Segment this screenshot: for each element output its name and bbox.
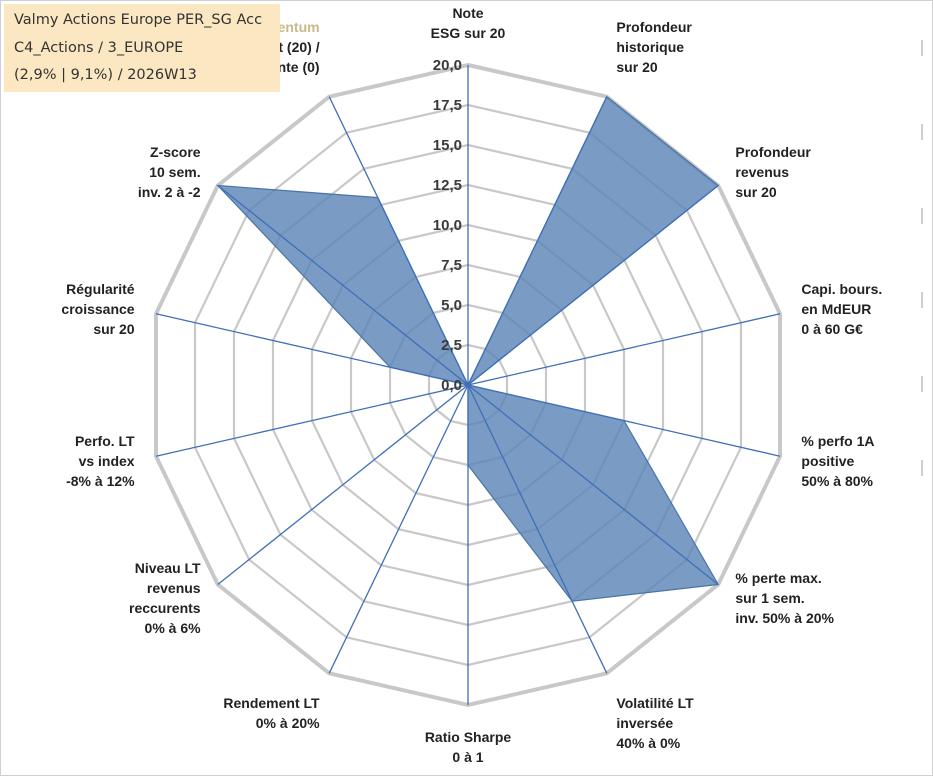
edge-mark xyxy=(921,292,923,308)
tick-label: 2,5 xyxy=(441,337,462,354)
axis-spoke xyxy=(467,384,719,586)
axis-label: Rendement LT 0% à 20% xyxy=(223,695,320,731)
axis-label: Profondeur revenus sur 20 xyxy=(735,144,811,200)
tick-label: 5,0 xyxy=(441,297,462,314)
axis-spoke xyxy=(467,184,719,386)
tick-label: 20,0 xyxy=(433,57,462,74)
edge-mark xyxy=(921,460,923,476)
edge-mark xyxy=(921,376,923,392)
axis-label: Profondeur historique sur 20 xyxy=(616,19,692,75)
tick-label: 0,0 xyxy=(441,377,462,394)
axis-label: Régularité croissance sur 20 xyxy=(61,281,134,337)
tick-label: 17,5 xyxy=(433,97,462,114)
axis-spoke xyxy=(155,313,469,386)
axis-spoke xyxy=(467,384,608,674)
fund-category: C4_Actions / 3_EUROPE xyxy=(14,40,184,56)
axis-label: Niveau LT revenus reccurents 0% à 6% xyxy=(129,560,201,636)
axis-label: % perfo 1A positive 50% à 80% xyxy=(801,433,874,489)
tick-label: 10,0 xyxy=(433,217,462,234)
axis-label: Volatilité LT inversée 40% à 0% xyxy=(616,695,694,751)
axis-spoke xyxy=(217,184,469,386)
axis-spoke xyxy=(217,384,469,586)
axis-label: Note ESG sur 20 xyxy=(431,5,506,41)
fund-stats: (2,9% | 9,1%) / 2026W13 xyxy=(14,67,197,83)
edge-mark xyxy=(921,40,923,56)
axis-label: Capi. bours. en MdEUR 0 à 60 G€ xyxy=(801,281,882,337)
fund-info-box: Valmy Actions Europe PER_SG Acc C4_Actio… xyxy=(4,4,280,92)
axis-spoke xyxy=(328,384,469,674)
tick-label: 15,0 xyxy=(433,137,462,154)
axis-label: % perte max. sur 1 sem. inv. 50% à 20% xyxy=(735,570,834,626)
tick-label: 12,5 xyxy=(433,177,462,194)
tick-label: 7,5 xyxy=(441,257,462,274)
axis-spoke xyxy=(467,96,608,386)
axis-label: Perfo. LT vs index -8% à 12% xyxy=(66,433,135,489)
axis-label: Z-score 10 sem. inv. 2 à -2 xyxy=(138,144,201,200)
axis-spoke xyxy=(328,96,469,386)
axis-spoke xyxy=(155,384,469,457)
axis-spoke xyxy=(467,384,781,457)
edge-mark xyxy=(921,208,923,224)
fund-name: Valmy Actions Europe PER_SG Acc xyxy=(14,12,263,28)
axis-label: Ratio Sharpe 0 à 1 xyxy=(425,729,512,765)
axis-spoke xyxy=(467,313,781,386)
edge-mark xyxy=(921,124,923,140)
